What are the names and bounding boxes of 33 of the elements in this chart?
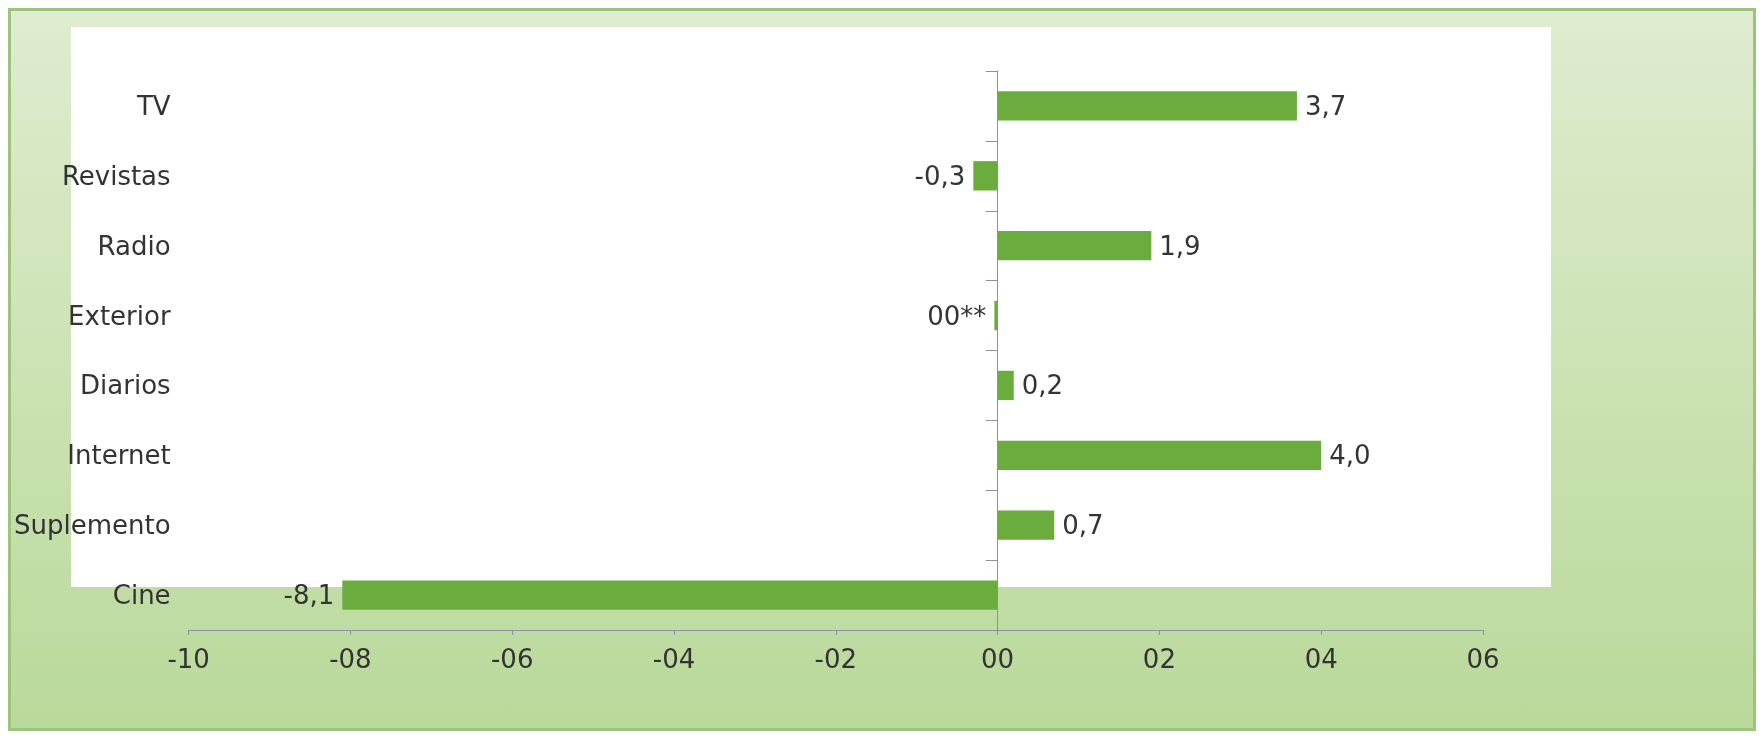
x-tick-label: 06 xyxy=(1466,644,1500,674)
bar xyxy=(342,580,998,610)
data-label: 0,7 xyxy=(1062,510,1104,541)
y-tick-label: Exterior xyxy=(68,300,171,331)
bar xyxy=(994,300,998,331)
y-tick-label: Radio xyxy=(97,230,171,261)
data-label: 4,0 xyxy=(1329,440,1371,471)
bar xyxy=(997,510,1055,540)
x-tick-label: 00 xyxy=(981,644,1015,674)
data-label: -0,3 xyxy=(914,160,966,191)
x-tick-label: 02 xyxy=(1142,644,1176,674)
data-label: 3,7 xyxy=(1304,90,1347,121)
data-label: -8,1 xyxy=(283,580,335,611)
bar xyxy=(997,91,1297,121)
bar xyxy=(997,231,1152,261)
x-tick-label: -04 xyxy=(652,644,696,674)
y-tick-label: Revistas xyxy=(61,160,171,191)
bar xyxy=(973,161,998,191)
x-tick-label: 04 xyxy=(1304,644,1338,674)
x-tick-label: -06 xyxy=(490,644,534,674)
y-tick-label: TV xyxy=(135,90,171,121)
data-label: 00** xyxy=(927,300,987,331)
data-label: 0,2 xyxy=(1021,370,1064,401)
bar xyxy=(997,370,1014,401)
x-tick-label: -10 xyxy=(167,644,210,674)
y-tick-label: Suplemento xyxy=(14,510,171,541)
bar xyxy=(997,440,1322,470)
x-tick-label: -08 xyxy=(329,644,372,674)
y-tick-label: Cine xyxy=(112,580,171,611)
y-tick-label: Internet xyxy=(67,440,171,471)
x-tick-label: -02 xyxy=(814,644,858,674)
data-label: 1,9 xyxy=(1159,230,1201,261)
y-tick-label: Diarios xyxy=(80,370,171,401)
